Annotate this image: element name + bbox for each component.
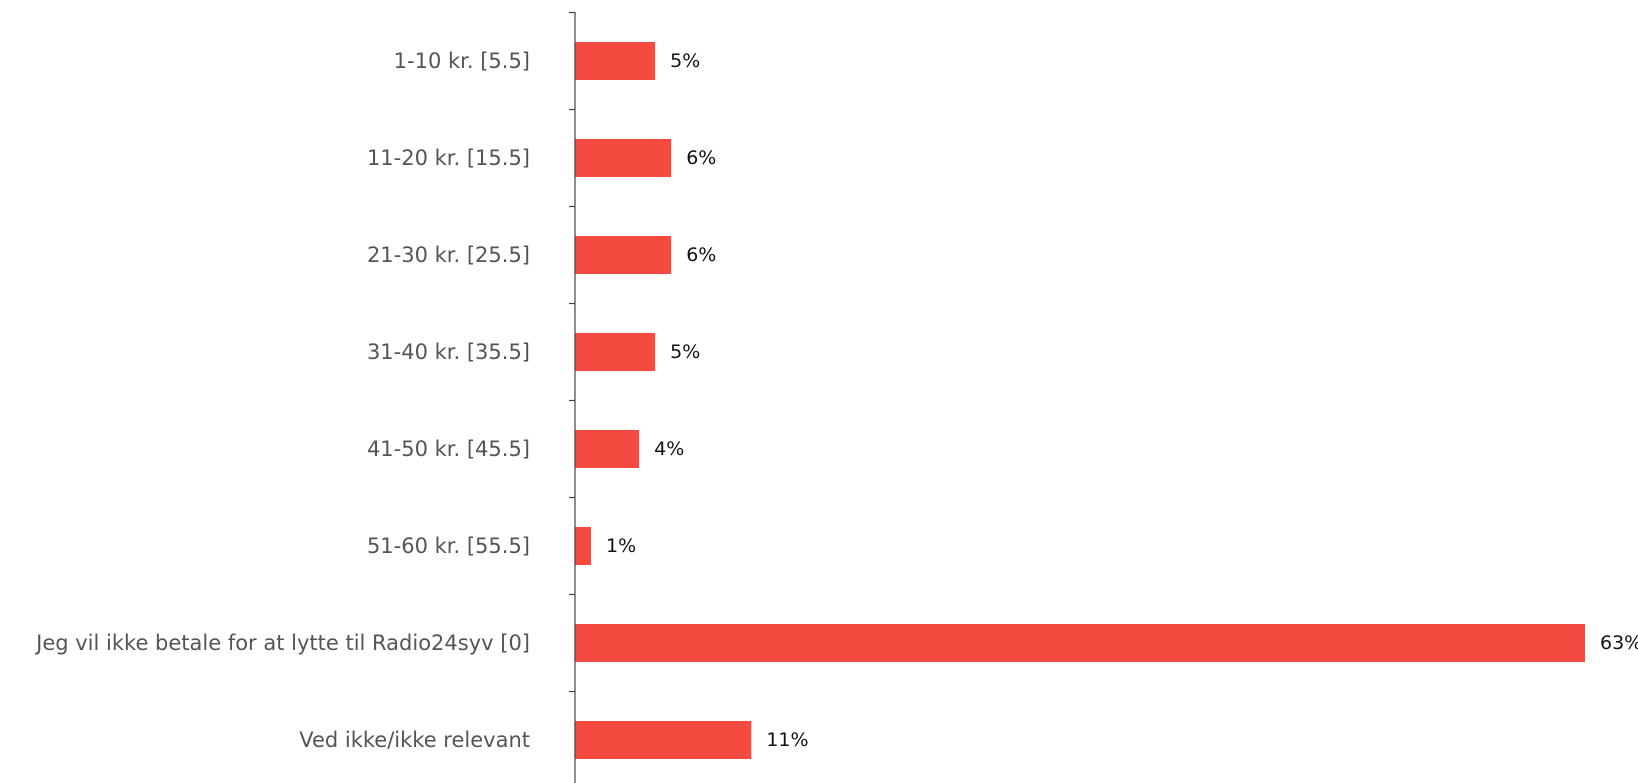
value-label: 11% (766, 729, 808, 751)
value-label: 5% (670, 50, 700, 72)
category-label: 21-30 kr. [25.5] (367, 243, 530, 267)
bar (575, 527, 592, 565)
category-label: 11-20 kr. [15.5] (367, 146, 530, 170)
category-label: 51-60 kr. [55.5] (367, 534, 530, 558)
category-label: Jeg vil ikke betale for at lytte til Rad… (34, 631, 530, 655)
category-labels: 1-10 kr. [5.5] 11-20 kr. [15.5] 21-30 kr. … (34, 49, 530, 752)
value-label: 4% (654, 438, 684, 460)
bar (575, 236, 672, 274)
value-label: 5% (670, 341, 700, 363)
category-label: 31-40 kr. [35.5] (367, 340, 530, 364)
value-label: 6% (686, 147, 716, 169)
bar (575, 42, 656, 80)
category-label: Ved ikke/ikke relevant (299, 728, 530, 752)
y-axis (569, 11, 576, 783)
value-label: 6% (686, 244, 716, 266)
category-label: 1-10 kr. [5.5] (394, 49, 530, 73)
category-label: 41-50 kr. [45.5] (367, 437, 530, 461)
bar (575, 139, 672, 177)
bars-layer (575, 42, 1585, 759)
bar (575, 430, 640, 468)
value-labels: 5% 6% 6% 5% 4% 1% 63% 11% (606, 50, 1638, 751)
value-label: 1% (606, 535, 636, 557)
bar (575, 721, 752, 759)
value-label: 63% (1600, 632, 1638, 654)
bar (575, 624, 1585, 662)
bar (575, 333, 656, 371)
